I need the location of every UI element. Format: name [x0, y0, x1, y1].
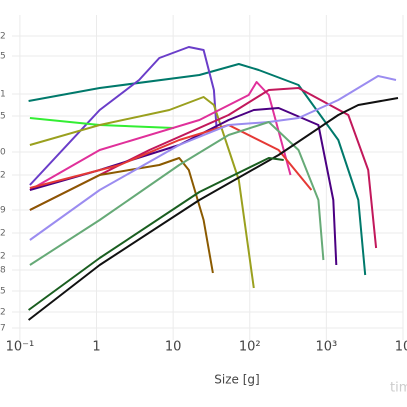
y-tick-label: 0	[0, 148, 6, 158]
series-line	[29, 96, 255, 289]
x-tick-label: 10²	[239, 340, 261, 355]
series-line	[29, 121, 325, 266]
y-tick-label: 2	[0, 171, 6, 181]
y-tick-label: 5	[0, 112, 6, 122]
y-tick-label: 5	[0, 52, 6, 62]
series-line	[29, 87, 378, 249]
series-line	[28, 157, 284, 311]
y-tick-label: 8	[0, 266, 6, 276]
y-tick-label: 2	[0, 229, 6, 239]
series-line	[29, 124, 313, 191]
series-line	[29, 157, 214, 274]
series-line	[29, 117, 175, 129]
series-line	[29, 46, 218, 186]
y-tick-label: 2	[0, 32, 6, 42]
x-tick-label: 10³	[315, 340, 337, 355]
series-line	[29, 81, 292, 191]
y-tick-label: 5	[0, 287, 6, 297]
x-tick-label: 1	[92, 340, 100, 355]
series-line	[28, 63, 367, 276]
x-tick-label: 10	[165, 340, 182, 355]
y-tick-label: 7	[0, 324, 6, 334]
y-tick-label: 9	[0, 206, 6, 216]
watermark: tim	[390, 381, 407, 396]
y-tick-label: 2	[0, 308, 6, 318]
y-tick-label: 2	[0, 252, 6, 262]
x-axis-label: Size [g]	[214, 373, 259, 387]
y-tick-label: 1	[0, 90, 6, 100]
series-line	[27, 97, 399, 321]
x-tick-label: 10	[395, 340, 407, 355]
x-tick-label: 10⁻¹	[6, 340, 35, 355]
